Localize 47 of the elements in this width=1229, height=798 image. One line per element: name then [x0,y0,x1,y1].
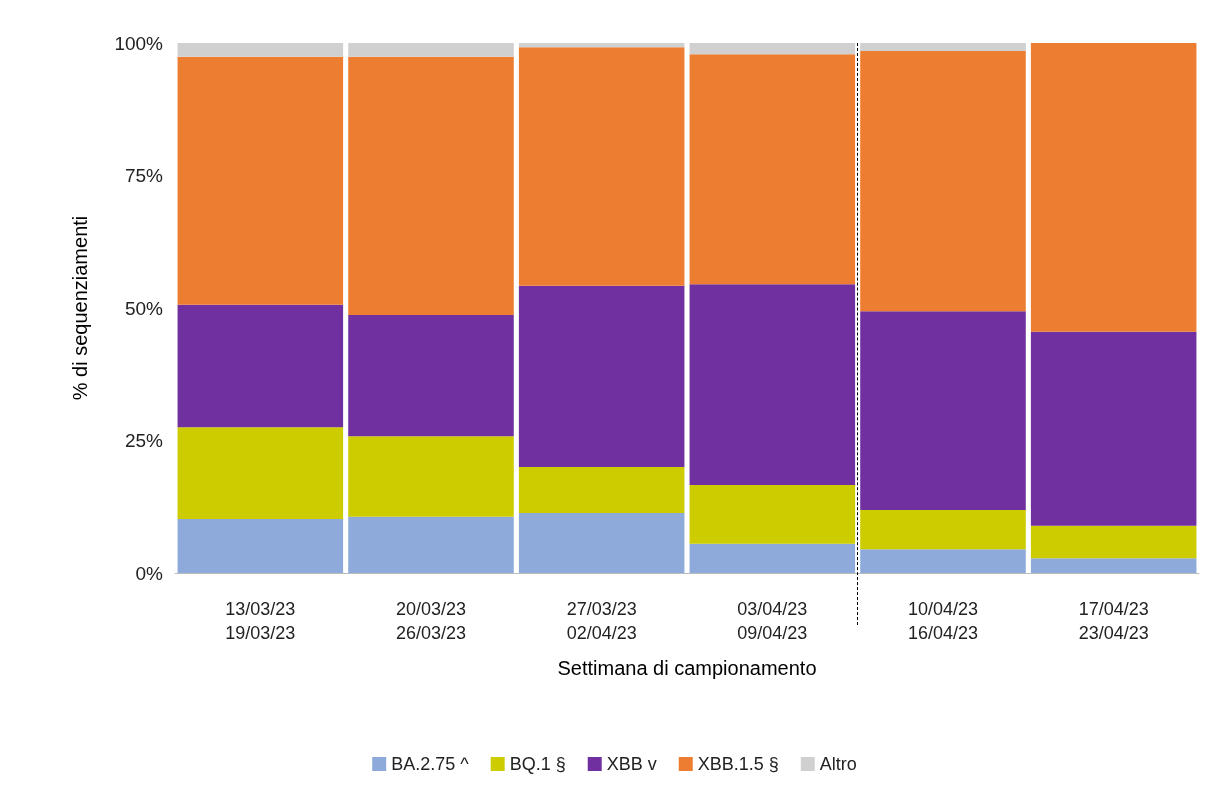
bar [348,436,514,517]
bar [689,543,856,573]
x-tick-label: 03/04/23 09/04/23 [737,599,808,643]
bar [518,285,685,467]
bar [1030,558,1197,573]
bar [177,427,344,519]
bar [518,47,685,286]
x-tick-label: 27/03/23 02/04/23 [566,599,637,643]
bar [177,304,344,428]
bar [1030,525,1197,559]
bar [177,43,344,57]
x-tick-label: 17/04/23 23/04/23 [1078,599,1149,643]
y-tick-label: 100% [114,32,164,54]
y-tick-label: 25% [124,430,164,451]
legend-label: BA.2.75 ^ [391,754,470,774]
bar [518,467,685,514]
bar [518,513,685,573]
bar [860,50,1026,312]
bar [689,284,856,486]
bar [860,311,1026,510]
bar [348,56,514,315]
y-tick-label: 0% [135,562,164,584]
legend-label: XBB.1.5 § [697,754,779,774]
bar [689,485,856,544]
bar [860,43,1026,51]
y-axis-title: % di sequenziamenti [69,215,91,401]
x-tick-label: 10/04/23 16/04/23 [907,599,979,643]
y-tick-label: 75% [124,165,164,186]
bar [860,509,1026,550]
bar [177,518,344,573]
bar [689,54,856,285]
x-tick-label: 20/03/23 26/03/23 [395,599,467,643]
bar [1030,43,1197,332]
legend-label: Altro [819,754,857,774]
bar [689,43,856,55]
bar [1030,331,1197,526]
bar [860,549,1026,573]
bar [348,43,514,57]
x-axis-title: Settimana di campionamento [557,657,817,679]
bar [518,43,685,48]
bar [177,56,344,305]
y-tick-label: 50% [124,297,164,319]
legend-label: XBB v [606,754,657,774]
x-tick-label: 13/03/23 19/03/23 [225,599,296,643]
bar [348,516,514,573]
legend-label: BQ.1 § [509,754,566,774]
bar [348,314,514,437]
